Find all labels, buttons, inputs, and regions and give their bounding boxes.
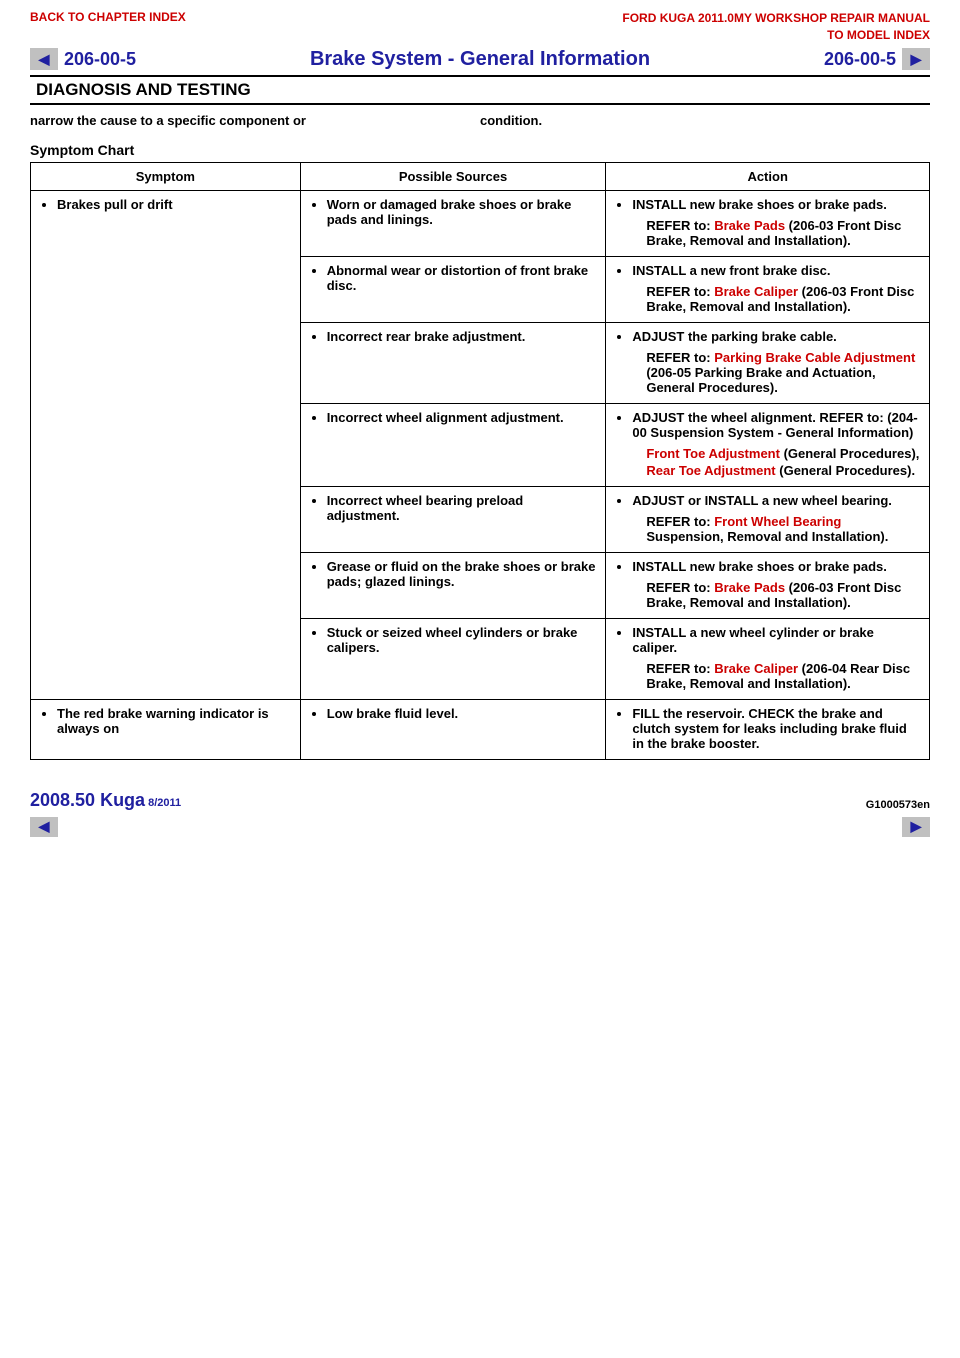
col-symptom: Symptom [31,162,301,190]
action-line: ADJUST the wheel alignment. REFER to: (2… [632,410,917,440]
source-text: Low brake fluid level. [327,706,598,721]
action-block: ADJUST the parking brake cable. REFER to… [632,329,921,395]
action-block: INSTALL a new front brake disc. REFER to… [632,263,921,314]
action-line: INSTALL new brake shoes or brake pads. [632,559,887,574]
refer-prefix: REFER to: [646,284,714,299]
refer-tail: Suspension, Removal and Installation). [646,529,888,544]
model-index-link[interactable]: TO MODEL INDEX [622,27,930,44]
action-line: INSTALL a new wheel cylinder or brake ca… [632,625,874,655]
action-line: ADJUST the parking brake cable. [632,329,836,344]
symptom-chart-table: Symptom Possible Sources Action Brakes p… [30,162,930,760]
table-row: The red brake warning indicator is alway… [31,699,930,759]
action-block: ADJUST or INSTALL a new wheel bearing. R… [632,493,921,544]
source-text: Incorrect rear brake adjustment. [327,329,598,344]
refer-link[interactable]: Front Wheel Bearing [714,514,841,529]
action-line: INSTALL a new front brake disc. [632,263,830,278]
prev-page-arrow-top[interactable]: ◀ [30,48,58,70]
refer-prefix: REFER to: [646,661,714,676]
footer-model: 2008.50 Kuga [30,790,145,810]
next-page-arrow-top[interactable]: ▶ [902,48,930,70]
refer-tail: (206-05 Parking Brake and Actuation, Gen… [646,365,875,395]
source-text: Incorrect wheel alignment adjustment. [327,410,598,425]
symptom-text: Brakes pull or drift [57,197,292,212]
action-block: FILL the reservoir. CHECK the brake and … [632,706,921,751]
manual-title: FORD KUGA 2011.0MY WORKSHOP REPAIR MANUA… [622,10,930,27]
refer-prefix: REFER to: [646,580,714,595]
action-block: INSTALL a new wheel cylinder or brake ca… [632,625,921,691]
action-block: INSTALL new brake shoes or brake pads. R… [632,197,921,248]
footer-date: 8/2011 [145,797,181,809]
footer-code: G1000573en [866,799,930,811]
section-number-right: 206-00-5 [786,49,896,70]
refer-link[interactable]: Rear Toe Adjustment [646,463,775,478]
refer-link[interactable]: Brake Pads [714,218,785,233]
next-page-arrow-bottom[interactable]: ▶ [902,817,930,837]
section-number-left: 206-00-5 [64,49,174,70]
refer-link[interactable]: Brake Caliper [714,284,798,299]
action-block: ADJUST the wheel alignment. REFER to: (2… [632,410,921,478]
action-line: FILL the reservoir. CHECK the brake and … [632,706,907,751]
col-sources: Possible Sources [300,162,606,190]
refer-link[interactable]: Brake Caliper [714,661,798,676]
page-heading: DIAGNOSIS AND TESTING [30,75,930,105]
section-title: Brake System - General Information [174,48,786,71]
chart-title: Symptom Chart [30,142,930,158]
source-text: Incorrect wheel bearing preload adjustme… [327,493,598,523]
prev-page-arrow-bottom[interactable]: ◀ [30,817,58,837]
source-text: Abnormal wear or distortion of front bra… [327,263,598,293]
refer-link[interactable]: Brake Pads [714,580,785,595]
refer-prefix: REFER to: [646,218,714,233]
source-text: Grease or fluid on the brake shoes or br… [327,559,598,589]
intro-left: narrow the cause to a specific component… [30,113,480,128]
back-chapter-link[interactable]: BACK TO CHAPTER INDEX [30,10,186,44]
refer-prefix: REFER to: [646,514,714,529]
table-row: Brakes pull or drift Worn or damaged bra… [31,190,930,256]
action-line: ADJUST or INSTALL a new wheel bearing. [632,493,892,508]
source-text: Stuck or seized wheel cylinders or brake… [327,625,598,655]
action-line: INSTALL new brake shoes or brake pads. [632,197,887,212]
refer-link[interactable]: Front Toe Adjustment [646,446,780,461]
symptom-text: The red brake warning indicator is alway… [57,706,292,736]
action-block: INSTALL new brake shoes or brake pads. R… [632,559,921,610]
refer-link[interactable]: Parking Brake Cable Adjustment [714,350,915,365]
intro-right: condition. [480,113,930,128]
refer-tail: (General Procedures). [776,463,915,478]
refer-prefix: REFER to: [646,350,714,365]
refer-tail: (General Procedures), [780,446,919,461]
source-text: Worn or damaged brake shoes or brake pad… [327,197,598,227]
col-action: Action [606,162,930,190]
